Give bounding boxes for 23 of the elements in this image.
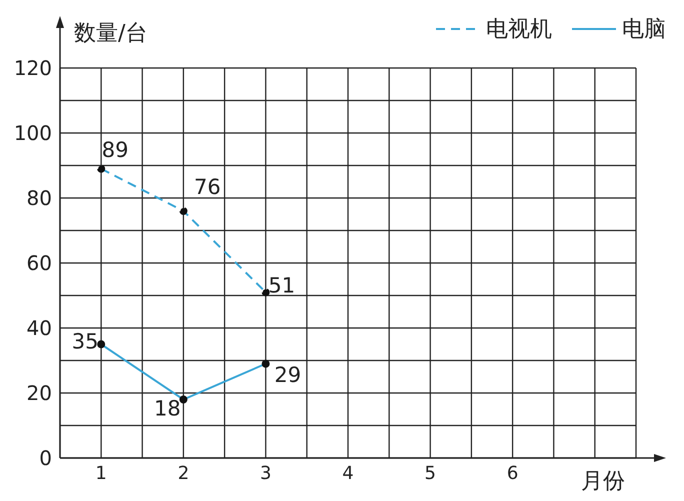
y-tick-label: 100 xyxy=(14,121,52,146)
y-tick-label: 80 xyxy=(26,186,52,210)
y-tick-label: 60 xyxy=(26,251,52,276)
data-label: 51 xyxy=(268,273,296,298)
data-label: 18 xyxy=(154,396,181,420)
legend-label: 电脑 xyxy=(622,16,666,44)
data-label: 35 xyxy=(72,329,99,354)
data-label: 76 xyxy=(194,175,221,199)
x-tick-label: 3 xyxy=(260,462,272,484)
x-tick-label: 5 xyxy=(424,462,436,484)
x-tick-label: 1 xyxy=(95,462,107,484)
legend-label: 电视机 xyxy=(486,16,552,44)
x-tick-label: 4 xyxy=(342,462,354,484)
x-axis-title: 月份 xyxy=(581,468,625,496)
x-tick-label: 6 xyxy=(506,462,518,484)
y-tick-label: 0 xyxy=(39,446,52,470)
y-tick-label: 20 xyxy=(26,381,52,406)
y-tick-label: 40 xyxy=(26,316,52,340)
y-tick-label: 120 xyxy=(14,56,52,80)
data-label: 29 xyxy=(274,362,302,387)
x-tick-label: 2 xyxy=(178,462,190,484)
y-axis-title: 数量/台 xyxy=(74,20,148,48)
data-label: 89 xyxy=(102,138,129,162)
